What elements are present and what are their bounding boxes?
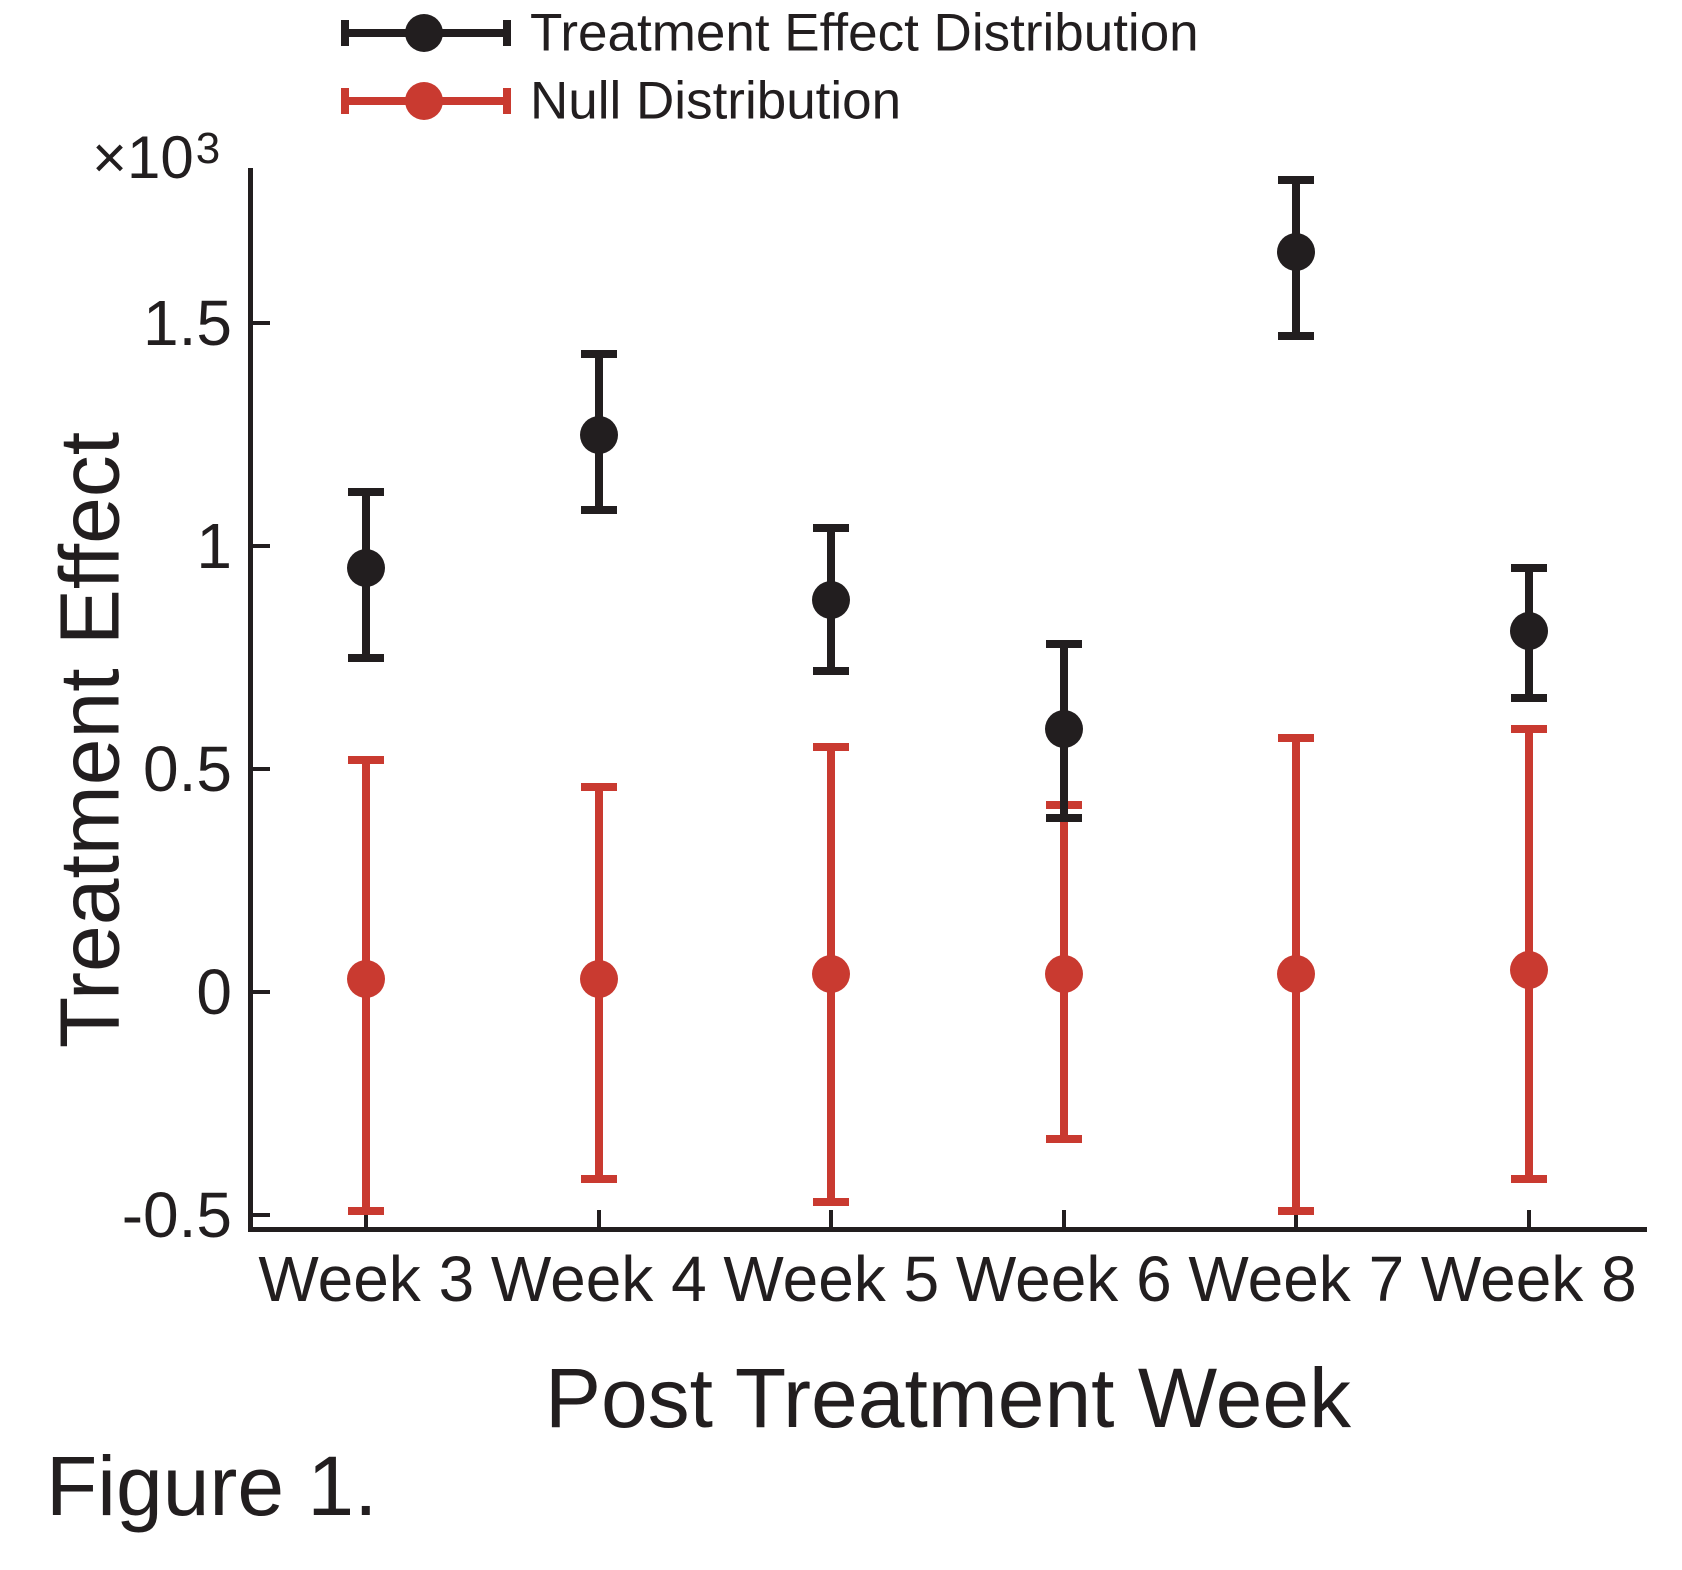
x-tick-label: Week 6	[955, 1243, 1172, 1315]
y-tick-label: 1	[196, 510, 232, 582]
error-bar-cap-top	[348, 488, 385, 497]
x-tick-label: Week 3	[258, 1243, 475, 1315]
error-bar-cap-bottom	[1278, 332, 1315, 341]
y-tick	[253, 990, 270, 994]
error-bar-cap-top	[580, 350, 617, 359]
error-bar-cap-top	[580, 782, 617, 791]
error-bar-cap-bottom	[580, 1175, 617, 1184]
x-tick	[596, 1210, 601, 1227]
error-bar-cap-top	[1045, 640, 1082, 649]
data-point-dot	[1509, 950, 1548, 989]
error-bar-cap-bottom	[813, 666, 850, 675]
data-point-dot	[1277, 232, 1316, 271]
error-bar-cap-top	[1278, 733, 1315, 742]
data-point-dot	[812, 955, 851, 994]
y-tick	[253, 321, 270, 325]
legend-marker-dot	[405, 82, 443, 120]
error-bar-cap-bottom	[1278, 1206, 1315, 1215]
error-bar-cap-top	[813, 742, 850, 751]
multiplier-base: ×10	[92, 124, 194, 191]
legend-label: Null Distribution	[530, 71, 902, 131]
data-point-dot	[812, 580, 851, 619]
y-tick-label: 0.5	[143, 733, 232, 805]
x-axis-line	[248, 1227, 1647, 1232]
error-bar-cap-bottom	[1510, 693, 1547, 702]
legend-marker-bar	[503, 20, 511, 46]
x-tick	[1061, 1210, 1066, 1227]
y-axis-title: Treatment Effect	[42, 431, 137, 1049]
data-point-dot	[579, 959, 618, 998]
y-tick	[253, 767, 270, 771]
x-tick	[1526, 1210, 1531, 1227]
error-bar-cap-top	[1278, 176, 1315, 185]
figure-caption: Figure 1.	[46, 1439, 378, 1533]
error-bar-cap-bottom	[348, 1206, 385, 1215]
x-tick-label: Week 4	[490, 1243, 707, 1315]
error-bar-cap-top	[813, 524, 850, 533]
y-axis-multiplier: ×103	[92, 118, 221, 192]
x-axis-title: Post Treatment Week	[544, 1351, 1352, 1445]
data-point-dot	[1509, 611, 1548, 650]
error-bar-cap-top	[1510, 564, 1547, 573]
legend-marker-bar	[341, 20, 349, 46]
legend-marker-bar	[503, 88, 511, 114]
data-point-dot	[1277, 955, 1316, 994]
x-tick-label: Week 7	[1188, 1243, 1405, 1315]
data-point-dot	[1044, 955, 1083, 994]
error-bar-cap-bottom	[1510, 1175, 1547, 1184]
data-point-dot	[579, 415, 618, 454]
x-tick	[1294, 1210, 1299, 1227]
error-bar-cap-bottom	[580, 506, 617, 515]
error-bar-cap-bottom	[1045, 1135, 1082, 1144]
legend-marker-bar	[341, 88, 349, 114]
y-tick	[253, 544, 270, 548]
legend-label: Treatment Effect Distribution	[530, 3, 1199, 63]
error-bar-cap-top	[348, 756, 385, 765]
x-tick-label: Week 8	[1420, 1243, 1637, 1315]
x-tick-label: Week 5	[723, 1243, 940, 1315]
x-tick	[829, 1210, 834, 1227]
error-bar-cap-bottom	[1045, 814, 1082, 823]
error-bar-cap-bottom	[348, 653, 385, 662]
data-point-dot	[347, 959, 386, 998]
data-point-dot	[347, 549, 386, 588]
multiplier-exponent: 3	[195, 124, 221, 173]
y-tick-label: -0.5	[121, 1179, 232, 1251]
y-axis-line	[248, 168, 253, 1232]
error-bar-cap-top	[1510, 724, 1547, 733]
error-bar-cap-bottom	[813, 1197, 850, 1206]
data-point-dot	[1044, 709, 1083, 748]
x-tick	[364, 1210, 369, 1227]
y-tick-label: 0	[196, 956, 232, 1028]
y-tick-label: 1.5	[143, 287, 232, 359]
y-tick	[253, 1213, 270, 1217]
legend-marker-dot	[405, 14, 443, 52]
